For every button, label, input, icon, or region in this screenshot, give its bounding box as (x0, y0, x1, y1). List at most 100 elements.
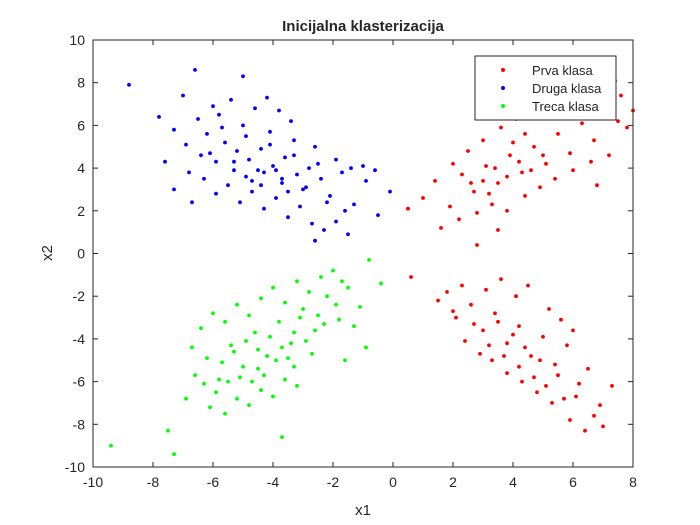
data-point-series-3 (214, 390, 218, 395)
data-point-series-1 (463, 339, 467, 343)
data-point-series-1 (517, 364, 521, 369)
data-point-series-3 (199, 326, 203, 331)
data-point-series-2 (199, 153, 203, 158)
data-point-series-2 (313, 238, 317, 243)
data-point-series-1 (571, 328, 575, 333)
data-point-series-3 (259, 388, 263, 392)
data-point-series-2 (259, 183, 263, 188)
data-point-series-2 (325, 200, 329, 205)
data-point-series-2 (211, 104, 215, 109)
data-point-series-2 (214, 191, 218, 196)
data-point-series-1 (490, 202, 494, 207)
data-point-series-1 (559, 317, 563, 322)
data-point-series-1 (610, 384, 614, 388)
data-point-series-2 (388, 189, 392, 194)
data-point-series-2 (226, 183, 230, 188)
data-point-series-1 (481, 138, 485, 143)
data-point-series-2 (343, 208, 347, 213)
data-point-series-1 (532, 375, 536, 380)
data-point-series-3 (202, 381, 206, 386)
data-point-series-2 (277, 108, 281, 113)
data-point-series-1 (544, 384, 548, 388)
data-point-series-2 (217, 112, 221, 117)
data-point-series-2 (328, 194, 332, 198)
x-tick-label: 2 (449, 474, 457, 490)
data-point-series-3 (250, 379, 254, 384)
data-point-series-2 (157, 115, 161, 119)
data-point-series-2 (205, 132, 209, 136)
data-point-series-3 (346, 285, 350, 290)
data-point-series-3 (238, 375, 242, 380)
y-tick-label: 6 (77, 117, 85, 133)
data-point-series-3 (223, 411, 227, 416)
data-point-series-1 (517, 159, 521, 164)
data-point-series-2 (262, 170, 266, 175)
x-tick-label: -4 (267, 474, 280, 490)
data-point-series-3 (292, 364, 296, 369)
data-point-series-2 (235, 149, 239, 153)
data-point-series-2 (241, 74, 245, 79)
data-point-series-3 (217, 377, 221, 382)
data-point-series-2 (208, 151, 212, 156)
data-point-series-1 (469, 302, 473, 307)
data-point-series-1 (502, 354, 506, 358)
data-point-series-2 (304, 185, 308, 190)
data-point-series-2 (346, 232, 350, 237)
data-point-series-3 (205, 356, 209, 360)
data-point-series-2 (274, 196, 278, 200)
data-point-series-2 (223, 140, 227, 145)
data-point-series-2 (334, 219, 338, 224)
data-point-series-1 (517, 324, 521, 328)
data-point-series-1 (589, 159, 593, 164)
data-point-series-2 (301, 187, 305, 192)
data-point-series-1 (460, 283, 464, 288)
data-point-series-1 (553, 362, 557, 367)
data-point-series-2 (172, 187, 176, 192)
data-point-series-1 (523, 194, 527, 198)
y-tick-label: -4 (73, 331, 86, 347)
data-point-series-3 (241, 364, 245, 369)
data-point-series-1 (535, 390, 539, 395)
data-point-series-2 (196, 117, 200, 121)
data-point-series-1 (586, 366, 590, 371)
data-point-series-2 (238, 200, 242, 205)
data-point-series-1 (529, 168, 533, 173)
data-point-series-2 (193, 68, 197, 72)
x-tick-label: -2 (327, 474, 340, 490)
data-point-series-2 (286, 189, 290, 194)
data-point-series-3 (232, 349, 236, 354)
data-point-series-3 (334, 302, 338, 307)
data-point-series-3 (274, 358, 278, 363)
data-point-series-3 (235, 396, 239, 401)
data-point-series-2 (334, 157, 338, 162)
data-point-series-3 (184, 396, 188, 401)
data-point-series-2 (127, 82, 131, 87)
data-point-series-2 (265, 95, 269, 100)
data-point-series-1 (466, 149, 470, 153)
data-point-series-1 (472, 189, 476, 194)
data-point-series-1 (514, 294, 518, 299)
data-points-layer (109, 68, 635, 457)
data-point-series-1 (469, 181, 473, 185)
data-point-series-1 (433, 179, 437, 183)
data-point-series-3 (301, 307, 305, 311)
x-tick-label: -10 (83, 474, 103, 490)
data-point-series-2 (190, 200, 194, 205)
data-point-series-3 (208, 405, 212, 410)
data-point-series-1 (598, 403, 602, 407)
data-point-series-1 (523, 345, 527, 350)
data-point-series-1 (475, 243, 479, 247)
data-point-series-3 (352, 324, 356, 328)
data-point-series-3 (256, 366, 260, 371)
data-point-series-1 (511, 332, 515, 337)
data-point-series-3 (166, 428, 170, 433)
data-point-series-1 (475, 211, 479, 215)
data-point-series-1 (538, 185, 542, 190)
data-point-series-1 (562, 396, 566, 401)
data-point-series-3 (211, 311, 215, 316)
data-point-series-3 (307, 290, 311, 294)
data-point-series-2 (259, 147, 263, 151)
data-point-series-3 (337, 317, 341, 322)
data-point-series-1 (487, 343, 491, 348)
data-point-series-2 (247, 157, 251, 162)
